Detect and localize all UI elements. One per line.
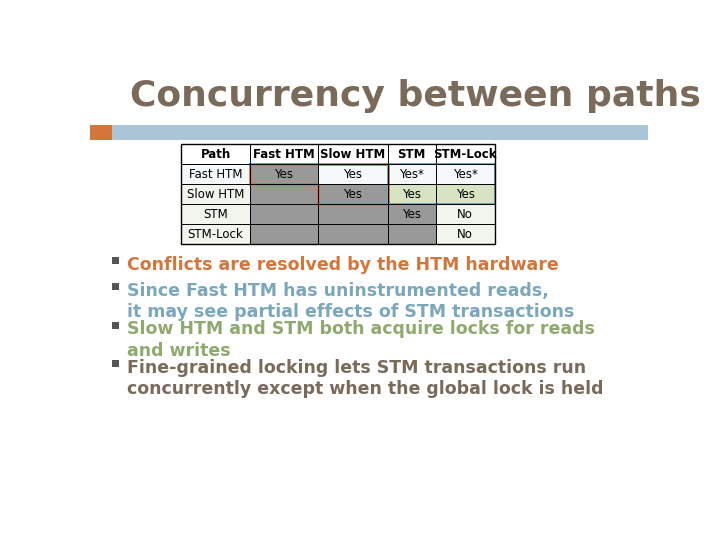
Text: STM: STM	[397, 147, 426, 160]
Bar	[181, 164, 495, 184]
Text: Since Fast HTM has uninstrumented reads,
it may see partial effects of STM trans: Since Fast HTM has uninstrumented reads,…	[127, 282, 575, 321]
Text: Fast HTM: Fast HTM	[189, 167, 243, 181]
Bar	[90, 125, 112, 140]
Text: Concurrency between paths: Concurrency between paths	[130, 79, 701, 113]
Bar	[387, 204, 436, 224]
Bar	[112, 322, 119, 329]
Bar	[318, 184, 387, 204]
Bar	[250, 164, 318, 184]
Text: No: No	[457, 208, 473, 221]
Text: Yes*: Yes*	[453, 167, 477, 181]
Bar	[90, 125, 648, 140]
Text: Yes*: Yes*	[399, 167, 424, 181]
Text: STM-Lock: STM-Lock	[188, 228, 243, 241]
Bar	[112, 284, 119, 291]
Text: Yes: Yes	[343, 167, 362, 181]
Bar	[181, 224, 495, 244]
Bar	[181, 184, 495, 204]
Bar	[318, 204, 387, 224]
Bar	[387, 184, 495, 204]
Bar	[250, 184, 318, 204]
Text: No: No	[457, 228, 473, 241]
Text: Slow HTM: Slow HTM	[187, 188, 244, 201]
Text: STM: STM	[203, 208, 228, 221]
Bar	[387, 164, 495, 204]
Text: Fine-grained locking lets STM transactions run
concurrently except when the glob: Fine-grained locking lets STM transactio…	[127, 359, 603, 399]
Bar	[318, 224, 387, 244]
Text: Yes: Yes	[402, 208, 421, 221]
Bar	[250, 224, 318, 244]
Bar	[250, 204, 318, 224]
Bar	[387, 224, 436, 244]
Text: STM-Lock: STM-Lock	[433, 147, 497, 160]
Bar	[112, 361, 119, 367]
Text: Yes: Yes	[402, 188, 421, 201]
Text: Conflicts are resolved by the HTM hardware: Conflicts are resolved by the HTM hardwa…	[127, 256, 559, 274]
Text: Fast HTM: Fast HTM	[253, 147, 315, 160]
Text: Slow HTM: Slow HTM	[320, 147, 385, 160]
Text: Path: Path	[200, 147, 230, 160]
Text: Slow HTM and STM both acquire locks for reads
and writes: Slow HTM and STM both acquire locks for …	[127, 320, 595, 360]
Text: Yes: Yes	[343, 188, 362, 201]
Bar	[181, 204, 495, 224]
Text: Yes: Yes	[456, 188, 474, 201]
Bar	[112, 257, 119, 264]
Text: Yes: Yes	[274, 167, 293, 181]
Bar	[181, 144, 495, 244]
